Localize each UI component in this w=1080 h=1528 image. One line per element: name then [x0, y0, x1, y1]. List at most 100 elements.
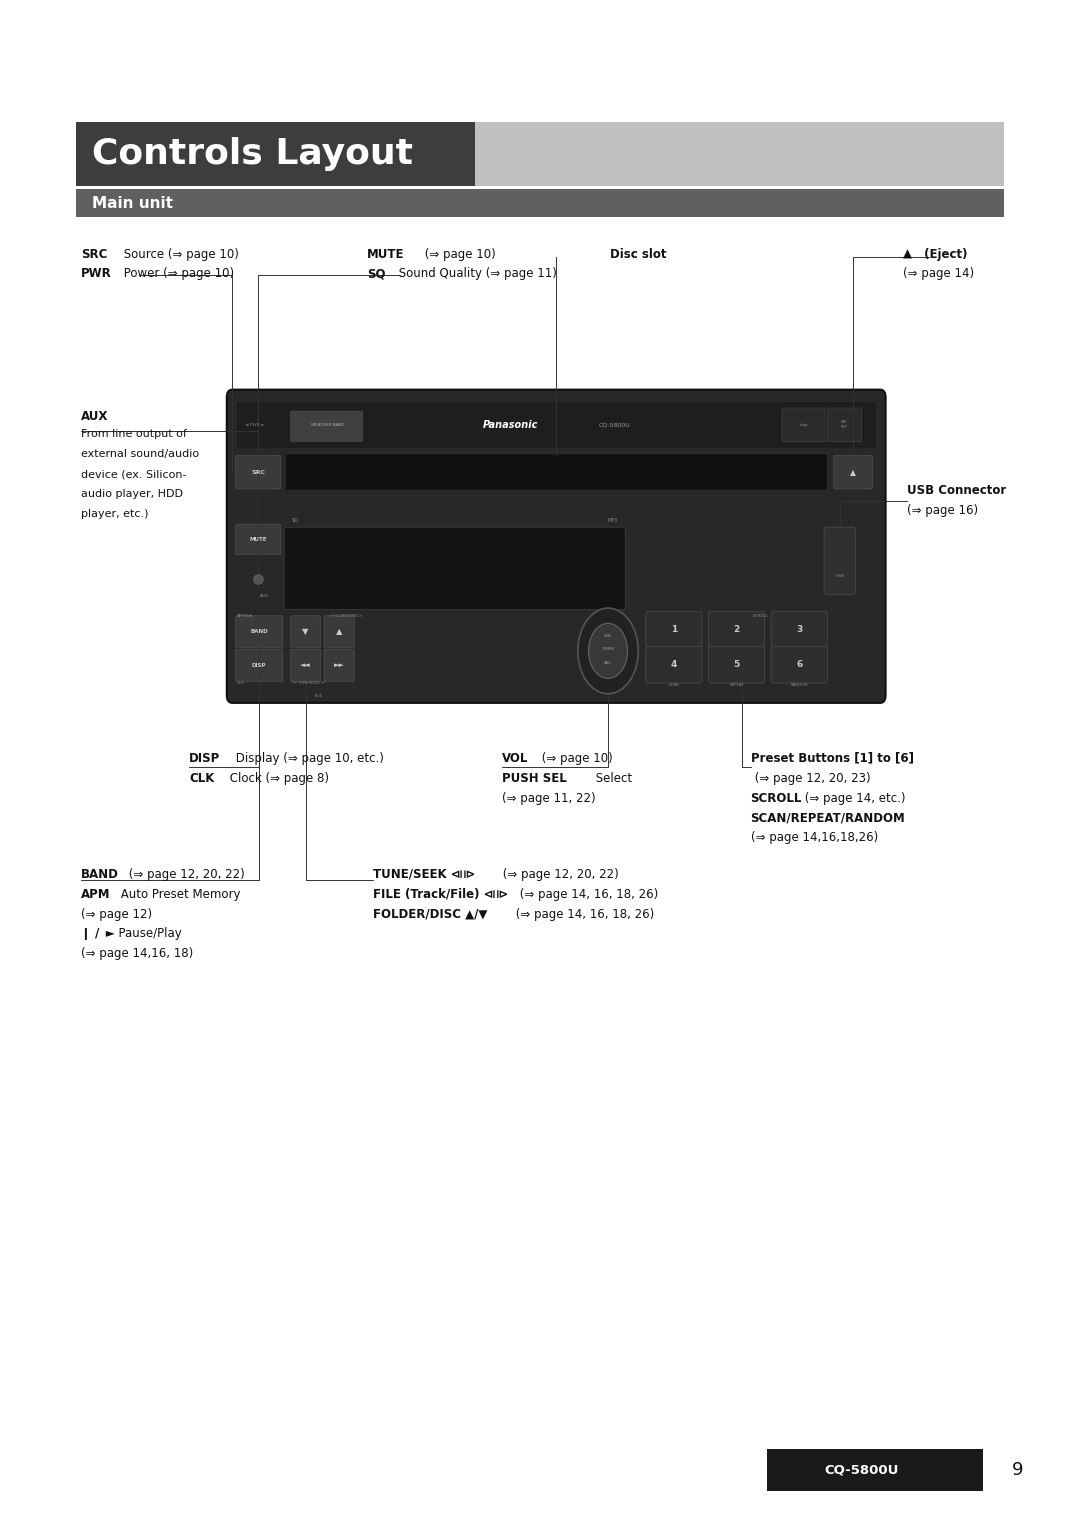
Text: (⇒ page 12, 20, 22): (⇒ page 12, 20, 22): [499, 868, 619, 882]
Text: From line output of: From line output of: [81, 429, 187, 440]
Text: DISP: DISP: [189, 752, 220, 766]
Text: (⇒ page 14,16,18,26): (⇒ page 14,16,18,26): [751, 831, 878, 845]
Text: external sound/audio: external sound/audio: [81, 449, 199, 460]
Text: 6: 6: [796, 660, 802, 669]
Text: FILE: FILE: [314, 694, 323, 698]
Text: Controls Layout: Controls Layout: [92, 138, 413, 171]
Text: (⇒ page 16): (⇒ page 16): [907, 504, 978, 518]
Text: PUSH: PUSH: [603, 648, 613, 651]
Text: (⇒ page 14): (⇒ page 14): [903, 267, 974, 281]
Circle shape: [589, 623, 627, 678]
Text: ▼: ▼: [302, 628, 309, 636]
Text: player, etc.): player, etc.): [81, 509, 149, 520]
FancyBboxPatch shape: [324, 649, 354, 681]
Text: USB Connector: USB Connector: [907, 484, 1007, 498]
Text: (⇒ page 14, etc.): (⇒ page 14, etc.): [801, 792, 906, 805]
Text: SAT
RDY: SAT RDY: [841, 420, 848, 429]
Text: AUX: AUX: [260, 594, 269, 599]
Text: Sound Quality (⇒ page 11): Sound Quality (⇒ page 11): [395, 267, 557, 281]
FancyBboxPatch shape: [235, 616, 283, 648]
Text: ▲: ▲: [903, 248, 912, 261]
FancyBboxPatch shape: [291, 649, 321, 681]
Bar: [76, 122, 475, 186]
Text: SEL: SEL: [604, 662, 612, 665]
Text: (⇒ page 12): (⇒ page 12): [81, 908, 152, 921]
FancyBboxPatch shape: [771, 611, 827, 648]
Text: (⇒ page 14, 16, 18, 26): (⇒ page 14, 16, 18, 26): [512, 908, 654, 921]
Text: APM/II/►: APM/II/►: [237, 614, 254, 619]
Bar: [237, 402, 876, 448]
Text: CQ-5800U: CQ-5800U: [598, 422, 631, 428]
Text: Select: Select: [592, 772, 632, 785]
FancyBboxPatch shape: [235, 524, 281, 555]
Text: Panasonic: Panasonic: [483, 420, 539, 429]
Text: ▲: ▲: [850, 468, 856, 477]
Text: disp: disp: [799, 423, 808, 426]
Text: Display (⇒ page 10, etc.): Display (⇒ page 10, etc.): [232, 752, 384, 766]
Text: MUTE: MUTE: [367, 248, 405, 261]
Text: ►►: ►►: [334, 663, 345, 668]
Text: (⇒ page 12, 20, 23): (⇒ page 12, 20, 23): [751, 772, 870, 785]
Text: (⇒ page 12, 20, 22): (⇒ page 12, 20, 22): [125, 868, 245, 882]
Text: SCROLL: SCROLL: [753, 614, 769, 619]
Text: SCAN: SCAN: [669, 683, 679, 688]
Text: 5: 5: [733, 660, 740, 669]
Text: CLK: CLK: [237, 681, 244, 686]
Text: (⇒ page 10): (⇒ page 10): [538, 752, 612, 766]
Text: └─ TUNE/SEEK ─┘: └─ TUNE/SEEK ─┘: [292, 681, 325, 686]
Text: 9: 9: [1012, 1461, 1023, 1479]
FancyBboxPatch shape: [235, 649, 283, 681]
Text: RANDOM: RANDOM: [791, 683, 808, 688]
Text: PWR: PWR: [81, 267, 111, 281]
Text: Clock (⇒ page 8): Clock (⇒ page 8): [226, 772, 328, 785]
Text: Auto Preset Memory: Auto Preset Memory: [117, 888, 240, 902]
FancyBboxPatch shape: [771, 646, 827, 683]
Text: ◄ PWR ►: ◄ PWR ►: [245, 423, 265, 426]
FancyBboxPatch shape: [227, 390, 886, 703]
Text: CLK: CLK: [189, 772, 214, 785]
Text: ▲: ▲: [336, 628, 342, 636]
Circle shape: [578, 608, 638, 694]
Text: VOL: VOL: [502, 752, 528, 766]
Bar: [475, 122, 1004, 186]
Text: FOLDER/DISC ▲/▼: FOLDER/DISC ▲/▼: [373, 908, 487, 921]
FancyBboxPatch shape: [708, 646, 765, 683]
FancyBboxPatch shape: [284, 527, 625, 610]
Text: (⇒ page 14, 16, 18, 26): (⇒ page 14, 16, 18, 26): [516, 888, 659, 902]
Text: SCAN/REPEAT/RANDOM: SCAN/REPEAT/RANDOM: [751, 811, 905, 825]
Text: PUSH SEL: PUSH SEL: [502, 772, 567, 785]
Bar: [76, 189, 1004, 217]
Text: BAND: BAND: [251, 630, 268, 634]
Text: (⇒ page 10): (⇒ page 10): [421, 248, 496, 261]
Text: Disc slot: Disc slot: [610, 248, 666, 261]
FancyBboxPatch shape: [291, 616, 321, 648]
Text: ┌ FOLDER/DISC ┐: ┌ FOLDER/DISC ┐: [328, 614, 364, 619]
FancyBboxPatch shape: [824, 527, 855, 594]
Text: FILE (Track/File) ⧏⧐: FILE (Track/File) ⧏⧐: [373, 888, 508, 902]
Text: Preset Buttons [1] to [6]: Preset Buttons [1] to [6]: [751, 752, 914, 766]
FancyBboxPatch shape: [834, 455, 873, 489]
Text: BAND: BAND: [81, 868, 119, 882]
Bar: [767, 1449, 983, 1491]
Text: Main unit: Main unit: [92, 196, 173, 211]
Text: Source (⇒ page 10): Source (⇒ page 10): [120, 248, 239, 261]
Text: DISP: DISP: [252, 663, 267, 668]
FancyBboxPatch shape: [285, 454, 827, 490]
Text: audio player, HDD: audio player, HDD: [81, 489, 183, 500]
Text: SRC: SRC: [81, 248, 107, 261]
Text: AUX: AUX: [81, 410, 108, 423]
Text: (⇒ page 14,16, 18): (⇒ page 14,16, 18): [81, 947, 193, 961]
FancyBboxPatch shape: [708, 611, 765, 648]
Text: device (ex. Silicon-: device (ex. Silicon-: [81, 469, 187, 480]
Text: TUNE/SEEK ⧏⧐: TUNE/SEEK ⧏⧐: [373, 868, 475, 882]
FancyBboxPatch shape: [782, 408, 825, 442]
Text: ❙ /: ❙ /: [81, 927, 99, 941]
Text: 1: 1: [671, 625, 677, 634]
FancyBboxPatch shape: [324, 616, 354, 648]
Text: 3: 3: [796, 625, 802, 634]
FancyBboxPatch shape: [646, 611, 702, 648]
FancyBboxPatch shape: [291, 411, 363, 442]
Text: SQ: SQ: [367, 267, 386, 281]
Text: REPEAT: REPEAT: [729, 683, 744, 688]
Text: SCROLL: SCROLL: [751, 792, 802, 805]
